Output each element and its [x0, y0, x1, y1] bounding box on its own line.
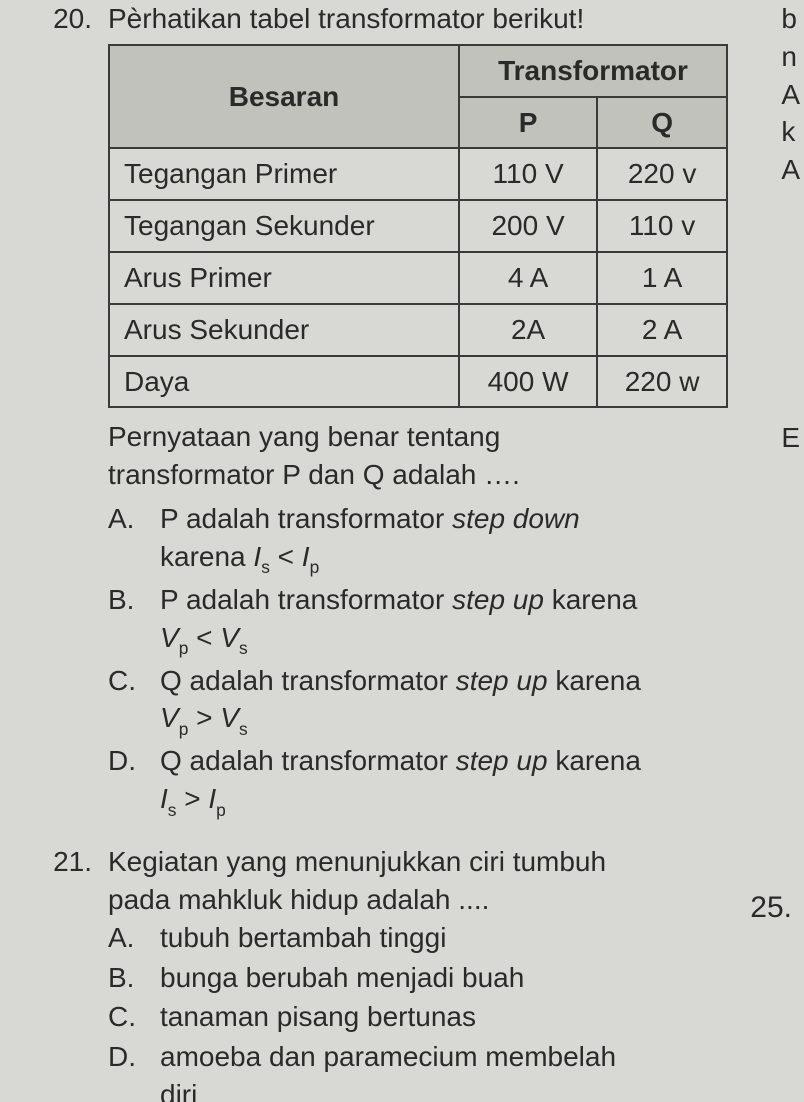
option-text: tanaman pisang bertunas — [160, 998, 786, 1036]
table-body: Tegangan Primer 110 V 220 v Tegangan Sek… — [109, 148, 727, 407]
option-letter: C. — [108, 998, 142, 1036]
row-label: Tegangan Sekunder — [109, 200, 459, 252]
option-letter: A. — [108, 500, 142, 579]
rel-rhs-sub: s — [239, 638, 248, 658]
option-text: Q adalah transformator — [160, 745, 456, 776]
option-letter: D. — [108, 742, 142, 821]
option-text-ital: step up — [452, 584, 544, 615]
option-letter: C. — [108, 662, 142, 741]
rel-lhs-sub: p — [179, 719, 189, 739]
rel-rhs-var: V — [220, 702, 239, 733]
rel-rhs-sub: p — [216, 800, 226, 820]
option-text: karena — [548, 745, 641, 776]
option-text-ital: step up — [456, 745, 548, 776]
table-row: Daya 400 W 220 w — [109, 356, 727, 408]
rel-lhs-sub: p — [179, 638, 189, 658]
q21-option-c: C. tanaman pisang bertunas — [108, 998, 786, 1036]
row-label: Arus Primer — [109, 252, 459, 304]
cell-q: 110 v — [597, 200, 727, 252]
th-q: Q — [597, 97, 727, 149]
rel-lhs-var: V — [160, 702, 179, 733]
q21-line2: pada mahkluk hidup adalah .... — [108, 881, 786, 919]
rel-rhs-sub: p — [310, 557, 320, 577]
rel-op: > — [176, 783, 208, 814]
rel-rhs-var: I — [208, 783, 216, 814]
option-text: diri — [160, 1076, 786, 1102]
rel-op: < — [188, 622, 220, 653]
option-text: karena — [160, 541, 253, 572]
q20-prompt: Pèrhatikan tabel transformator berikut! — [108, 0, 786, 38]
right-gutter-fragments: b n A k A E — [781, 0, 800, 457]
option-text: P adalah transformator — [160, 503, 452, 534]
q21-line1: Kegiatan yang menunjukkan ciri tumbuh — [108, 843, 786, 881]
option-text: bunga berubah menjadi buah — [160, 959, 786, 997]
cell-q: 220 w — [597, 356, 727, 408]
cell-p: 200 V — [459, 200, 597, 252]
table-row: Arus Primer 4 A 1 A — [109, 252, 727, 304]
table-row: Tegangan Sekunder 200 V 110 v — [109, 200, 727, 252]
gutter-frag: A — [781, 76, 800, 114]
rel-rhs-var: I — [302, 541, 310, 572]
cell-q: 220 v — [597, 148, 727, 200]
transformator-table: Besaran Transformator P Q Tegangan Prime… — [108, 44, 728, 409]
option-text: karena — [544, 584, 637, 615]
option-letter: B. — [108, 581, 142, 660]
rel-rhs-var: V — [220, 622, 239, 653]
rel-lhs-var: V — [160, 622, 179, 653]
q20-option-d: D. Q adalah transformator step up karena… — [108, 742, 786, 821]
cell-q: 2 A — [597, 304, 727, 356]
cell-q: 1 A — [597, 252, 727, 304]
q20-option-a: A. P adalah transformator step down kare… — [108, 500, 786, 579]
option-text: Q adalah transformator — [160, 665, 456, 696]
q21-option-a: A. tubuh bertambah tinggi — [108, 919, 786, 957]
table-row: Arus Sekunder 2A 2 A — [109, 304, 727, 356]
gutter-frag: k — [781, 113, 800, 151]
rel-lhs-sub: s — [168, 800, 177, 820]
q21-number: 21. — [28, 843, 92, 1102]
option-text-ital: step down — [452, 503, 580, 534]
th-p: P — [459, 97, 597, 149]
rel-rhs-sub: s — [239, 719, 248, 739]
option-text: karena — [548, 665, 641, 696]
rel-op: > — [188, 702, 220, 733]
q25-number: 25. — [750, 888, 792, 929]
option-text: P adalah transformator — [160, 584, 452, 615]
q20-option-c: C. Q adalah transformator step up karena… — [108, 662, 786, 741]
option-letter: A. — [108, 919, 142, 957]
row-label: Daya — [109, 356, 459, 408]
th-transformator: Transformator — [459, 45, 727, 97]
row-label: Tegangan Primer — [109, 148, 459, 200]
q21-option-b: B. bunga berubah menjadi buah — [108, 959, 786, 997]
th-besaran: Besaran — [109, 45, 459, 149]
option-letter: D. — [108, 1038, 142, 1102]
rel-lhs-var: I — [160, 783, 168, 814]
q20-number: 20. — [28, 0, 92, 38]
gutter-frag: A — [781, 151, 800, 189]
cell-p: 4 A — [459, 252, 597, 304]
q20-stem-line1: Pernyataan yang benar tentang — [108, 418, 786, 456]
row-label: Arus Sekunder — [109, 304, 459, 356]
rel-lhs-sub: s — [261, 557, 270, 577]
option-text-ital: step up — [456, 665, 548, 696]
option-text: tubuh bertambah tinggi — [160, 919, 786, 957]
cell-p: 400 W — [459, 356, 597, 408]
gutter-frag: E — [781, 419, 800, 457]
table-row: Tegangan Primer 110 V 220 v — [109, 148, 727, 200]
q21-option-d: D. amoeba dan paramecium membelah diri — [108, 1038, 786, 1102]
cell-p: 110 V — [459, 148, 597, 200]
option-letter: B. — [108, 959, 142, 997]
gutter-frag: b — [781, 0, 800, 38]
option-text: amoeba dan paramecium membelah — [160, 1038, 786, 1076]
q20-stem-line2: transformator P dan Q adalah …. — [108, 456, 786, 494]
gutter-frag: n — [781, 38, 800, 76]
cell-p: 2A — [459, 304, 597, 356]
q20-option-b: B. P adalah transformator step up karena… — [108, 581, 786, 660]
rel-op: < — [270, 541, 302, 572]
